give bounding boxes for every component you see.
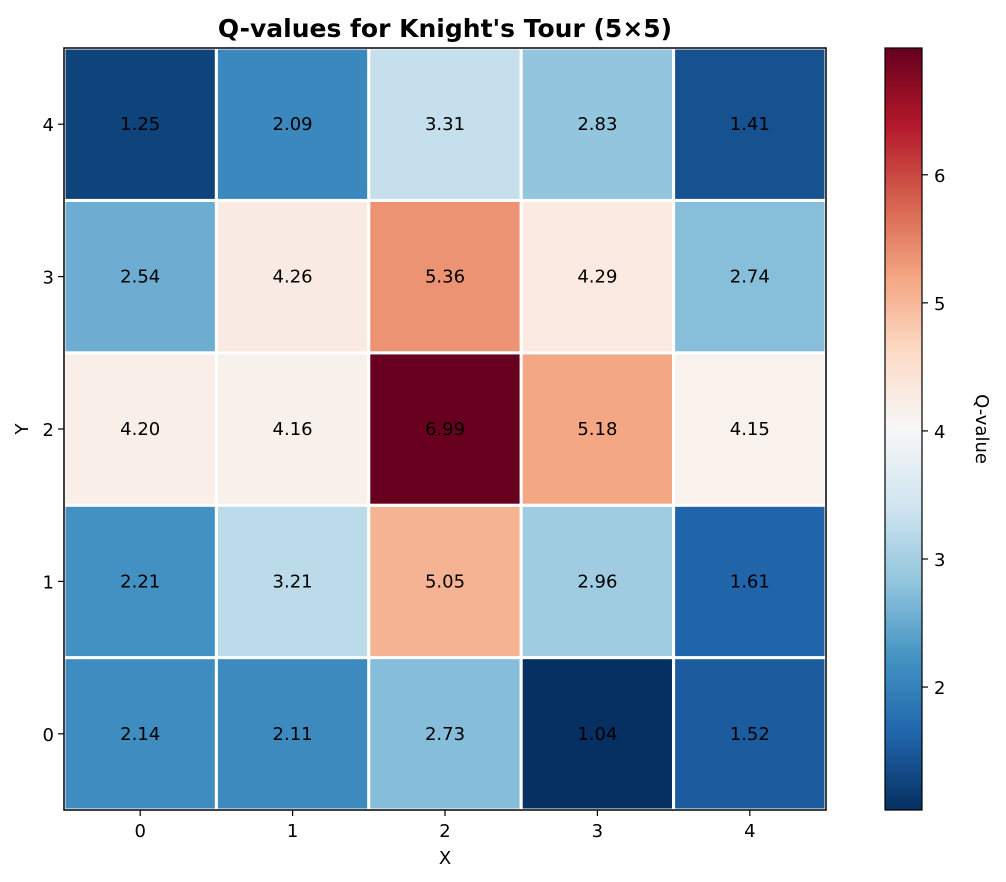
x-tick-label: 4: [744, 821, 755, 842]
cell-value-label: 4.29: [577, 267, 617, 288]
heatmap-cell: [214, 503, 371, 660]
heatmap-cell: [367, 503, 523, 660]
heatmap-cell: [672, 503, 828, 660]
heatmap-cell: [214, 351, 371, 507]
cell-value-label: 4.15: [730, 419, 770, 440]
cell-value-label: 2.74: [730, 267, 770, 288]
heatmap-cell: [62, 656, 218, 812]
x-tick-label: 3: [592, 821, 603, 842]
cell-value-label: 3.21: [273, 571, 313, 592]
cell-value-label: 5.05: [425, 571, 465, 592]
cell-value-label: 4.20: [120, 419, 160, 440]
cell-value-label: 2.73: [425, 724, 465, 745]
cell-value-label: 4.26: [273, 267, 313, 288]
colorbar-tick-label: 5: [934, 294, 945, 315]
y-tick-label: 4: [43, 115, 54, 136]
heatmap-cells: 2.14 2.11 2.73 1.04 1.52 2.21 3.21 5.05 2.96 1.61…: [62, 46, 828, 812]
cell-value-label: 1.25: [120, 114, 160, 135]
y-tick-label: 1: [43, 572, 54, 593]
cell-value-label: 5.36: [425, 267, 465, 288]
x-tick-label: 2: [439, 821, 450, 842]
cell-value-label: 2.83: [577, 114, 617, 135]
y-axis-label: Y: [12, 423, 33, 436]
cell-value-label: 2.21: [120, 571, 160, 592]
y-tick-label: 3: [43, 268, 54, 289]
cell-value-label: 1.41: [730, 114, 770, 135]
cell-value-label: 4.16: [273, 419, 313, 440]
heatmap-cell: [214, 198, 371, 355]
colorbar-label: Q-value: [971, 394, 992, 464]
colorbar-tick-label: 4: [934, 422, 945, 443]
cell-value-label: 5.18: [577, 419, 617, 440]
cell-value-label: 2.14: [120, 724, 160, 745]
chart-title: Q-values for Knight's Tour (5×5): [218, 14, 672, 43]
cell-value-label: 1.04: [577, 724, 617, 745]
heatmap-cell: [367, 198, 523, 355]
cell-value-label: 3.31: [425, 114, 465, 135]
colorbar-tick-label: 2: [934, 678, 945, 699]
cell-value-label: 2.11: [273, 724, 313, 745]
cell-value-label: 6.99: [425, 419, 465, 440]
colorbar: 2 3 4 5 6 Q-value: [884, 47, 992, 811]
y-tick-label: 2: [43, 420, 54, 441]
heatmap-cell: [214, 656, 371, 812]
heatmap-cell: [672, 198, 828, 355]
cell-value-label: 2.96: [577, 571, 617, 592]
x-tick-label: 0: [134, 821, 145, 842]
colorbar-ticks: 2 3 4 5 6: [922, 166, 945, 699]
colorbar-tick-label: 3: [934, 550, 945, 571]
colorbar-tick-label: 6: [934, 166, 945, 187]
x-axis-label: X: [439, 848, 451, 869]
cell-value-label: 2.09: [273, 114, 313, 135]
heatmap-cell: [367, 46, 523, 202]
x-axis-ticks: 0 1 2 3 4: [134, 810, 756, 842]
x-tick-label: 1: [287, 821, 298, 842]
heatmap-cell: [672, 46, 828, 202]
cell-value-label: 1.61: [730, 571, 770, 592]
cell-value-label: 2.54: [120, 267, 160, 288]
heatmap-cell: [62, 46, 218, 202]
heatmap-cell: [519, 503, 676, 660]
cell-value-label: 1.52: [730, 724, 770, 745]
y-tick-label: 0: [43, 725, 54, 746]
heatmap-cell: [367, 351, 523, 507]
heatmap-cell: [519, 198, 676, 355]
y-axis-ticks: 0 1 2 3 4: [43, 115, 64, 746]
colorbar-gradient: [884, 47, 923, 811]
